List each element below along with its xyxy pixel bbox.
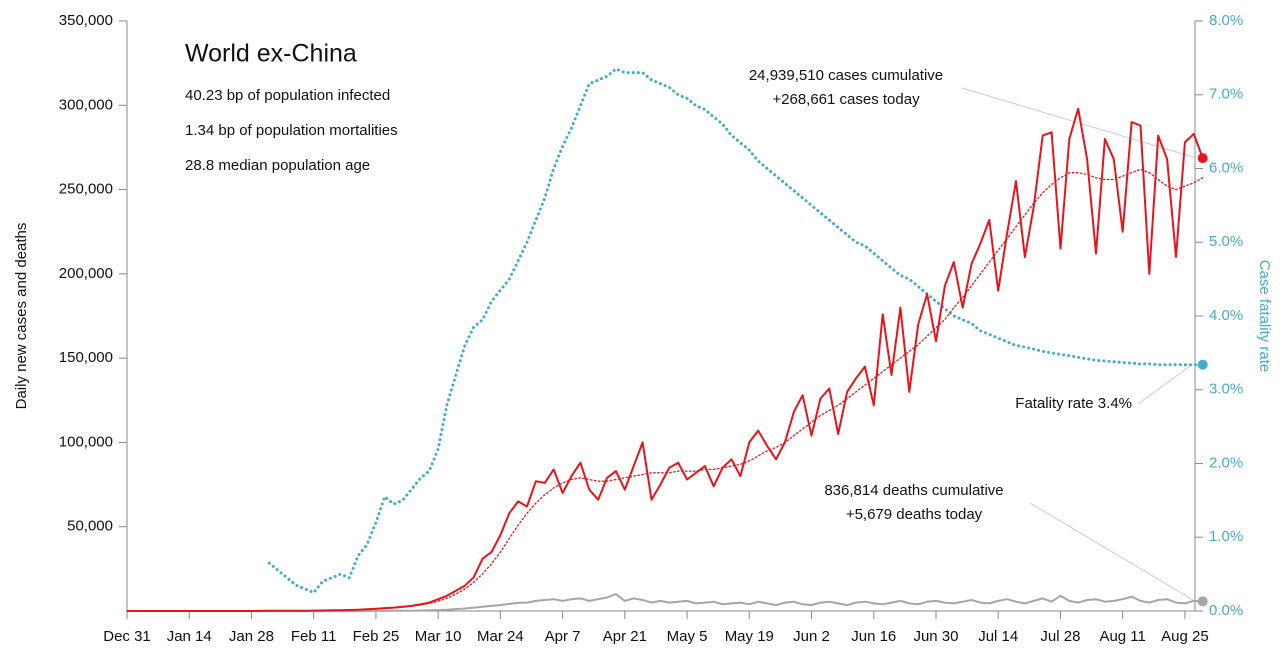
- chart-title: World ex-China: [185, 40, 357, 68]
- y-tick-label: 150,000: [59, 349, 113, 366]
- x-tick-label: Apr 21: [603, 628, 647, 645]
- y-tick-label: 250,000: [59, 181, 113, 198]
- y2-tick-label: 4.0%: [1209, 307, 1243, 324]
- series-line: [267, 67, 1205, 595]
- y2-tick-label: 8.0%: [1209, 12, 1243, 29]
- info-line: 1.34 bp of population mortalities: [185, 122, 398, 139]
- endpoint: [1197, 359, 1208, 370]
- x-tick-label: Jul 28: [1040, 628, 1080, 645]
- series-line: [126, 168, 1204, 612]
- x-tick-label: Jan 14: [167, 628, 212, 645]
- y2-axis-label: Case fatality rate: [1256, 260, 1273, 373]
- x-tick-label: Dec 31: [103, 628, 151, 645]
- endpoint: [1197, 596, 1208, 607]
- y-tick-label: 200,000: [59, 265, 113, 282]
- y-tick-label: 100,000: [59, 433, 113, 450]
- x-tick-label: Aug 25: [1161, 628, 1209, 645]
- x-tick-label: Feb 11: [291, 628, 337, 645]
- x-tick-label: Jun 30: [913, 628, 958, 645]
- y-axis-label: Daily new cases and deaths: [13, 223, 30, 410]
- endpoint: [1197, 153, 1208, 164]
- y2-tick-label: 1.0%: [1209, 528, 1243, 545]
- x-tick-label: Aug 11: [1099, 628, 1145, 645]
- annotation: +5,679 deaths today: [846, 506, 983, 523]
- y2-tick-label: 0.0%: [1209, 602, 1243, 619]
- y-tick-label: 300,000: [59, 96, 113, 113]
- x-tick-label: May 19: [725, 628, 774, 645]
- x-tick-label: May 5: [667, 628, 708, 645]
- y2-tick-label: 7.0%: [1209, 86, 1243, 103]
- annotation: Fatality rate 3.4%: [1015, 395, 1132, 412]
- x-tick-label: Mar 24: [477, 628, 524, 645]
- x-tick-label: Jun 2: [793, 628, 830, 645]
- x-tick-label: Mar 10: [415, 628, 462, 645]
- series-line: [127, 107, 1204, 612]
- y2-tick-label: 2.0%: [1209, 454, 1243, 471]
- x-tick-label: Feb 25: [353, 628, 400, 645]
- series-line: [127, 593, 1203, 612]
- info-line: 40.23 bp of population infected: [185, 87, 390, 104]
- x-tick-label: Jan 28: [229, 628, 274, 645]
- leader-line: [1029, 502, 1194, 601]
- annotation: +268,661 cases today: [772, 91, 920, 108]
- y2-tick-label: 6.0%: [1209, 159, 1243, 176]
- info-line: 28.8 median population age: [185, 157, 370, 174]
- y2-tick-label: 5.0%: [1209, 233, 1243, 250]
- annotation: 836,814 deaths cumulative: [824, 482, 1003, 499]
- x-tick-label: Jul 14: [978, 628, 1018, 645]
- x-tick-label: Apr 7: [545, 628, 581, 645]
- leader-line: [1137, 363, 1194, 405]
- x-tick-label: Jun 16: [851, 628, 896, 645]
- y-tick-label: 50,000: [67, 518, 113, 535]
- annotation: 24,939,510 cases cumulative: [749, 67, 943, 84]
- y2-tick-label: 3.0%: [1209, 381, 1243, 398]
- y-tick-label: 350,000: [59, 12, 113, 29]
- leader-line: [961, 87, 1194, 158]
